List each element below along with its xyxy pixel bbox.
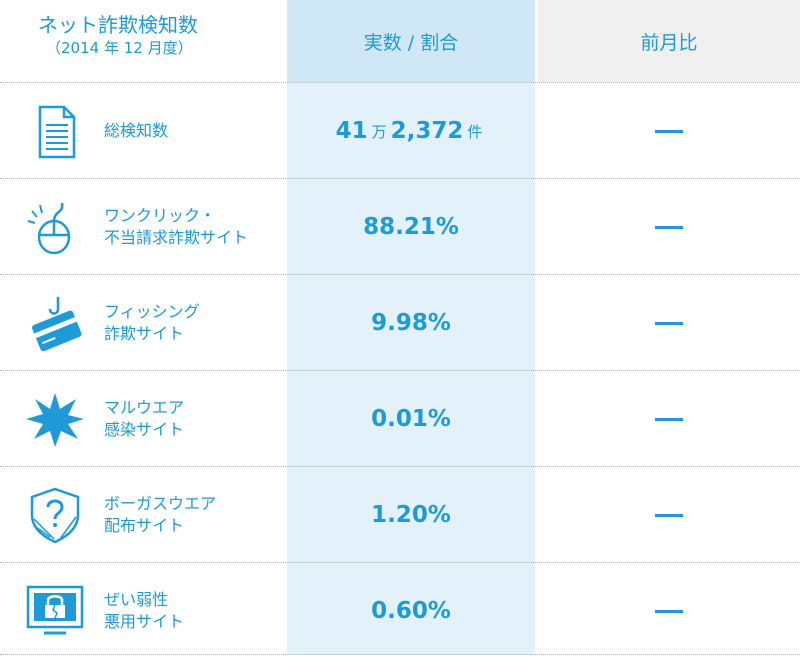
table-row: ワンクリック・ 不当請求詐欺サイト 88.21% — [0, 178, 800, 275]
row-value: 9.98% — [371, 310, 451, 336]
row-value-number: 41 — [335, 118, 368, 144]
row-label: ボーガスウエア 配布サイト — [104, 467, 284, 563]
row-label-line1: ぜい弱性 — [104, 590, 169, 609]
row-value-unit: 万 — [371, 122, 387, 141]
row-label: フィッシング 詐欺サイト — [104, 275, 284, 371]
table-row: 総検知数 41 万 2,372 件 — [0, 82, 800, 179]
value-column-background — [287, 0, 535, 655]
row-label-line2: 詐欺サイト — [104, 324, 185, 343]
row-label: マルウエア 感染サイト — [104, 371, 284, 467]
row-value-number: 2,372 — [390, 118, 464, 144]
row-prev-change — [538, 179, 800, 275]
dash-icon — [655, 225, 683, 229]
dash-icon — [655, 417, 683, 421]
prev-column-header: 前月比 — [640, 31, 698, 54]
row-label: ワンクリック・ 不当請求詐欺サイト — [104, 179, 284, 275]
dash-icon — [655, 609, 683, 613]
row-value: 0.01% — [371, 406, 451, 432]
row-label-line1: 総検知数 — [104, 121, 169, 140]
row-label-line1: ワンクリック・ — [104, 206, 216, 225]
dash-icon — [655, 513, 683, 517]
shield-question-icon — [30, 487, 80, 543]
row-label-line2: 配布サイト — [104, 516, 185, 535]
row-label: ぜい弱性 悪用サイト — [104, 563, 284, 659]
table-row: マルウエア 感染サイト 0.01% — [0, 370, 800, 467]
table-title-line2: （2014 年 12 月度） — [46, 39, 193, 57]
row-prev-change — [538, 83, 800, 179]
prev-column-header-background — [538, 0, 800, 82]
row-value: 1.20% — [371, 502, 451, 528]
row-label: 総検知数 — [104, 83, 284, 179]
row-label-line1: マルウエア — [104, 398, 185, 417]
row-label-line1: ボーガスウエア — [104, 494, 217, 513]
row-label-line2: 悪用サイト — [104, 612, 185, 631]
divider — [0, 654, 800, 655]
row-prev-change — [538, 275, 800, 371]
dash-icon — [655, 129, 683, 133]
row-prev-change — [538, 563, 800, 659]
table-row: ぜい弱性 悪用サイト 0.60% — [0, 562, 800, 659]
row-prev-change — [538, 371, 800, 467]
credit-card-hook-icon — [32, 297, 82, 351]
document-icon — [38, 105, 76, 159]
value-column-header: 実数 / 割合 — [363, 31, 459, 54]
row-value: 41 万 2,372 件 — [287, 83, 535, 179]
row-prev-change — [538, 467, 800, 563]
row-label-line2: 不当請求詐欺サイト — [104, 228, 249, 247]
mouse-icon — [27, 202, 71, 255]
table-title: ネット詐欺検知数 （2014 年 12 月度） — [38, 12, 278, 58]
table-row: ボーガスウエア 配布サイト 1.20% — [0, 466, 800, 563]
table-title-line1: ネット詐欺検知数 — [38, 13, 198, 37]
broken-lock-monitor-icon — [26, 585, 84, 635]
dash-icon — [655, 321, 683, 325]
value-column-header-background — [287, 0, 535, 82]
row-value: 0.60% — [371, 598, 451, 624]
row-value: 88.21% — [363, 214, 459, 240]
burst-icon — [26, 393, 84, 447]
row-label-line2: 感染サイト — [104, 420, 185, 439]
row-label-line1: フィッシング — [104, 302, 200, 321]
table-row: フィッシング 詐欺サイト 9.98% — [0, 274, 800, 371]
row-value-unit: 件 — [467, 122, 483, 141]
